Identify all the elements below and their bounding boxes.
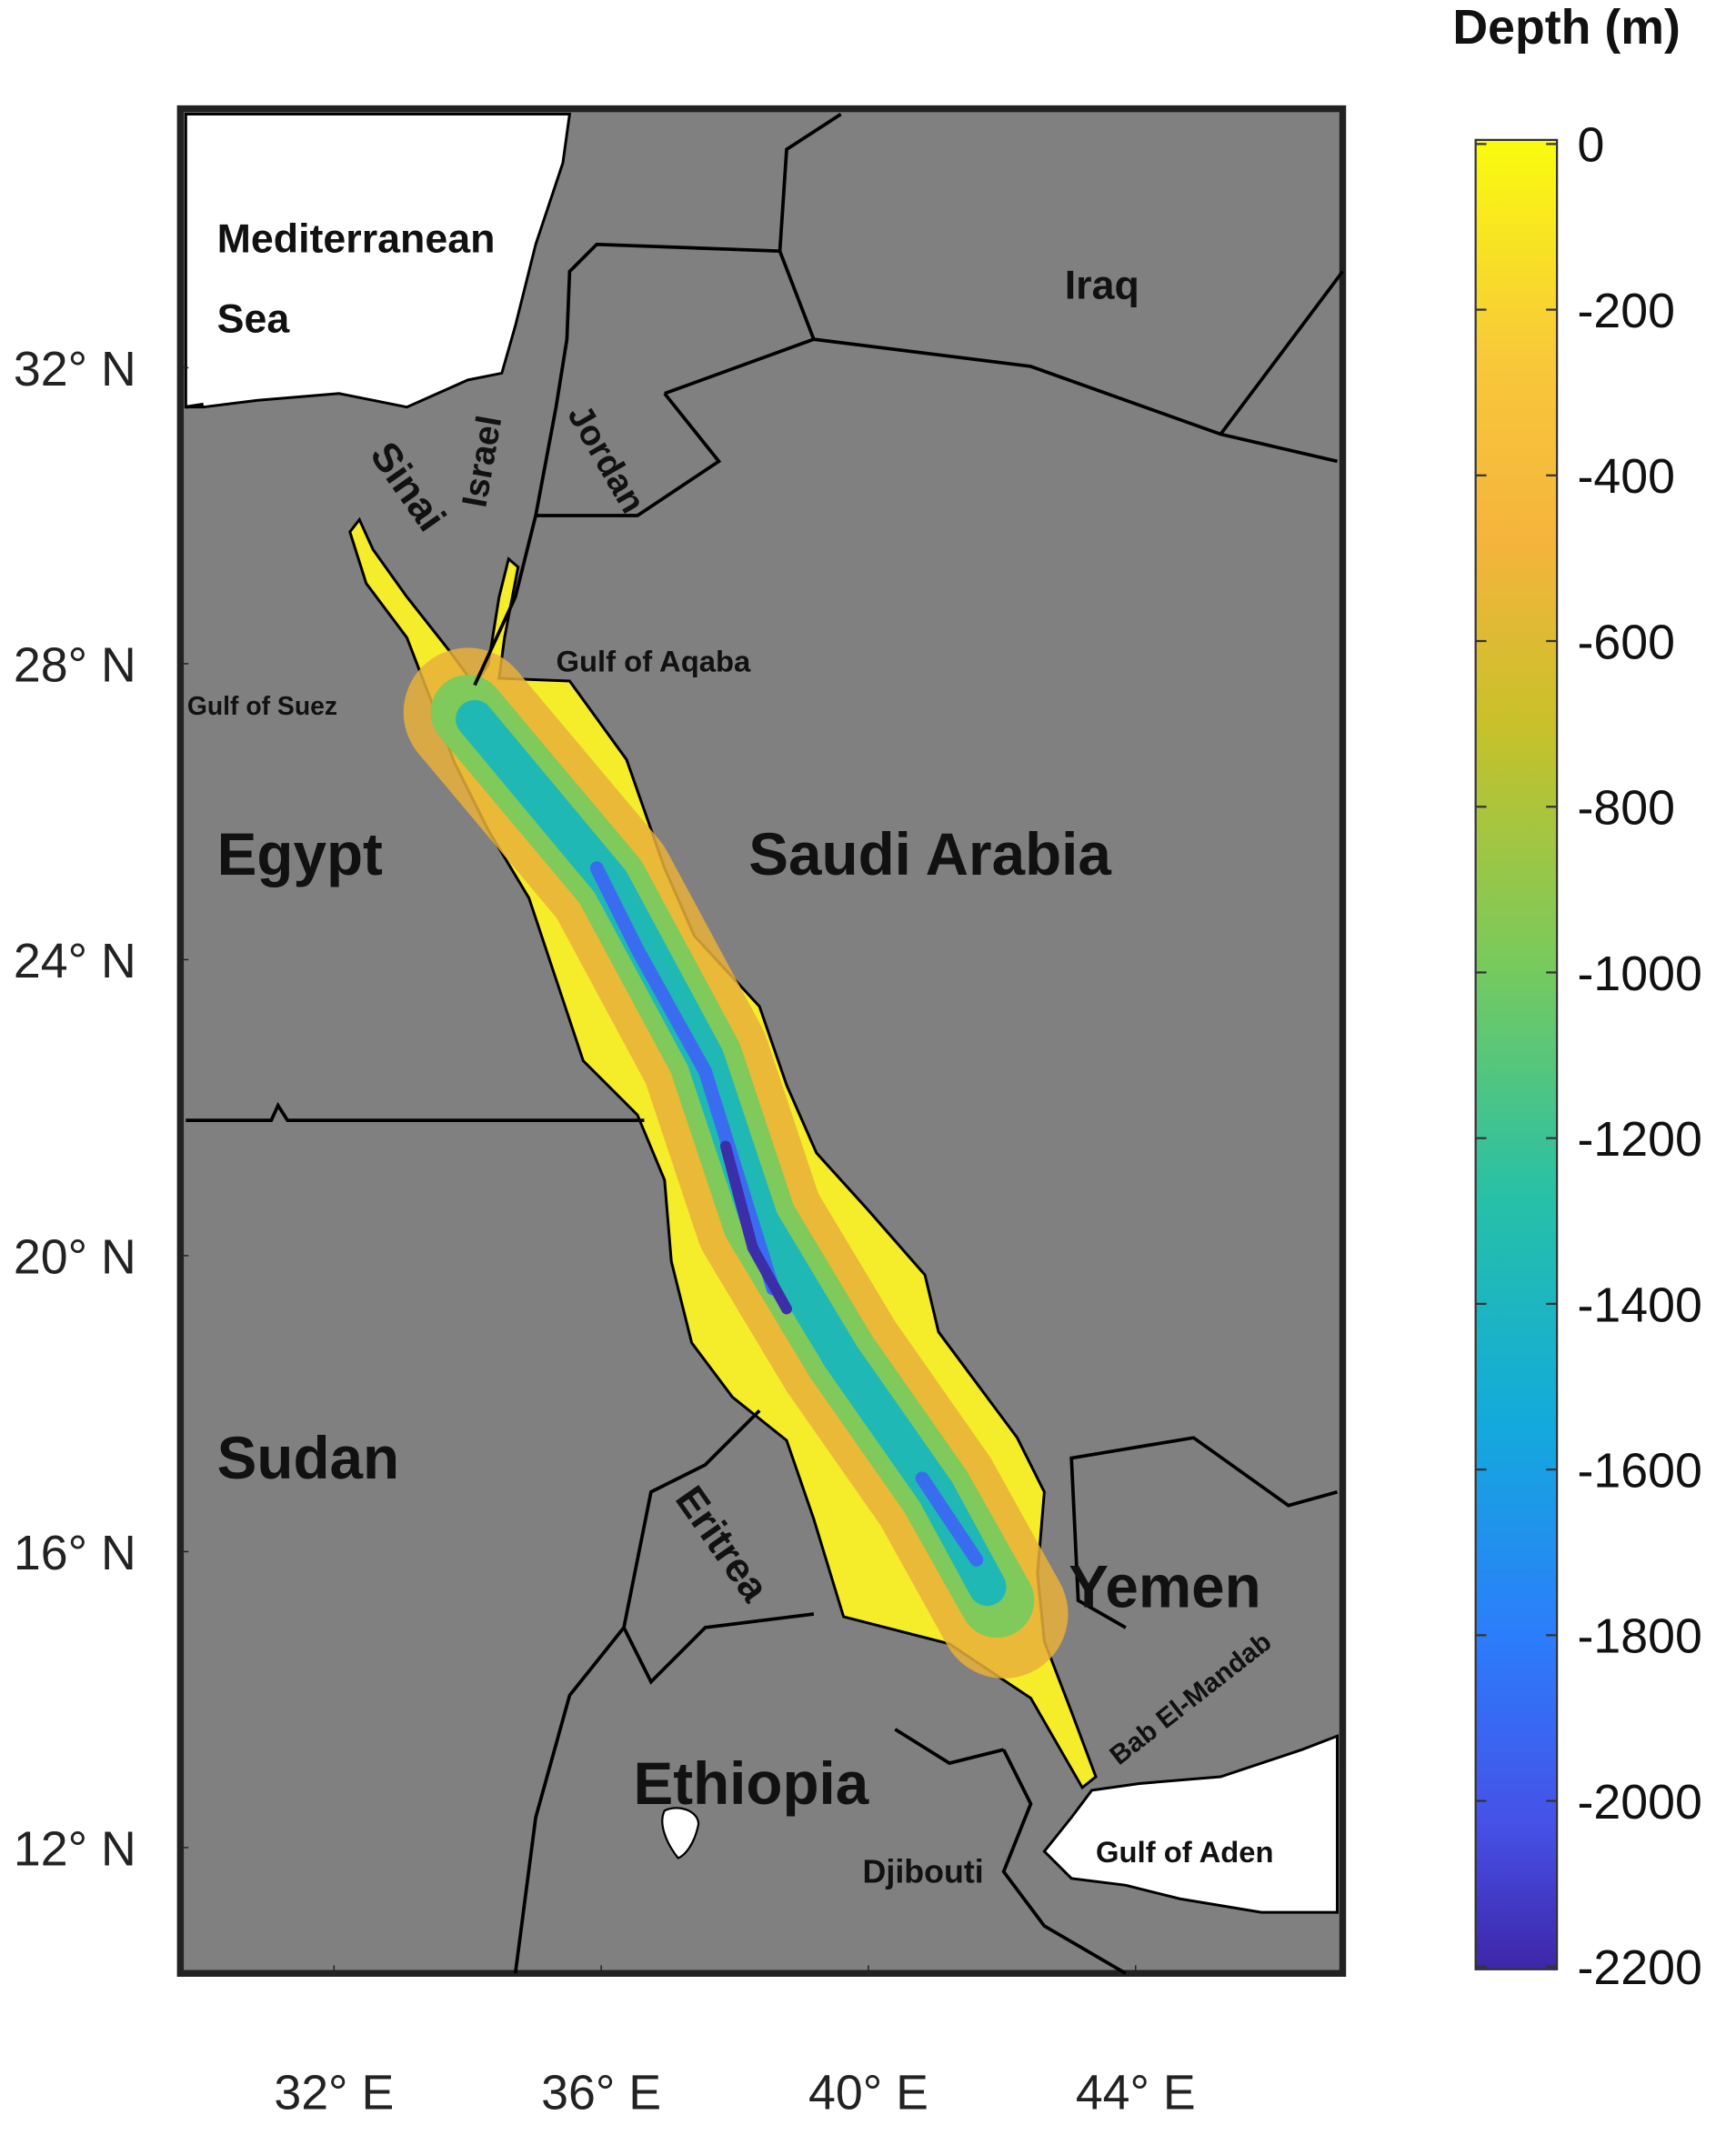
place-label: Yemen <box>1069 1554 1261 1620</box>
place-label: Sea <box>217 296 291 342</box>
colorbar-tick-label: -1600 <box>1578 1444 1702 1499</box>
depth-band <box>589 861 984 1567</box>
lat-tick-label: 16° N <box>14 1526 136 1580</box>
border <box>536 112 1344 517</box>
place-label: Djibouti <box>863 1853 984 1889</box>
place-label: Gulf of Aqaba <box>556 645 751 678</box>
lon-tick-label: 36° E <box>541 2065 661 2120</box>
place-label: Saudi Arabia <box>748 821 1111 887</box>
colorbar <box>1474 138 1559 1970</box>
mediterranean-sea <box>184 113 572 409</box>
border <box>513 1409 1127 1975</box>
place-label: Sudan <box>217 1425 399 1491</box>
colorbar-tick-label: -800 <box>1578 781 1675 836</box>
place-label: Egypt <box>217 821 383 887</box>
colorbar-tick-label: -1000 <box>1578 947 1702 1001</box>
place-label: Iraq <box>1065 262 1139 307</box>
lake-tana <box>661 1807 700 1859</box>
place-label: Ethiopia <box>633 1750 868 1817</box>
colorbar-tick-label: -200 <box>1578 284 1675 338</box>
colorbar-tick-label: 0 <box>1578 118 1605 173</box>
colorbar-title: Depth (m) <box>1452 0 1681 55</box>
lon-tick-label: 40° E <box>808 2065 928 2120</box>
border <box>186 1101 645 1123</box>
lat-tick-label: 24° N <box>14 934 136 988</box>
map-frame <box>176 105 1347 1977</box>
colorbar-tick-label: -1800 <box>1578 1609 1702 1664</box>
lat-tick-label: 32° N <box>14 342 136 396</box>
colorbar-tick-label: -1200 <box>1578 1112 1702 1167</box>
border <box>186 402 204 409</box>
lat-tick-label: 12° N <box>14 1821 136 1876</box>
lon-tick-label: 44° E <box>1076 2065 1196 2120</box>
colorbar-tick-label: -1400 <box>1578 1278 1702 1332</box>
colorbar-tick-label: -600 <box>1578 615 1675 669</box>
place-label: Gulf of Suez <box>187 692 337 721</box>
gulf-of-aden <box>1042 1734 1340 1914</box>
border <box>473 242 1338 687</box>
lon-tick-label: 32° E <box>274 2065 394 2120</box>
colorbar-tick-label: -2200 <box>1578 1940 1702 1995</box>
border <box>1069 1436 1339 1629</box>
place-label: Gulf of Aden <box>1096 1835 1274 1869</box>
place-label: Mediterranean <box>217 216 496 262</box>
depth-band <box>719 1140 792 1315</box>
colorbar-tick-label: -400 <box>1578 449 1675 504</box>
lat-tick-label: 28° N <box>14 637 136 692</box>
colorbar-tick-label: -2000 <box>1578 1775 1702 1829</box>
lat-tick-label: 20° N <box>14 1229 136 1284</box>
